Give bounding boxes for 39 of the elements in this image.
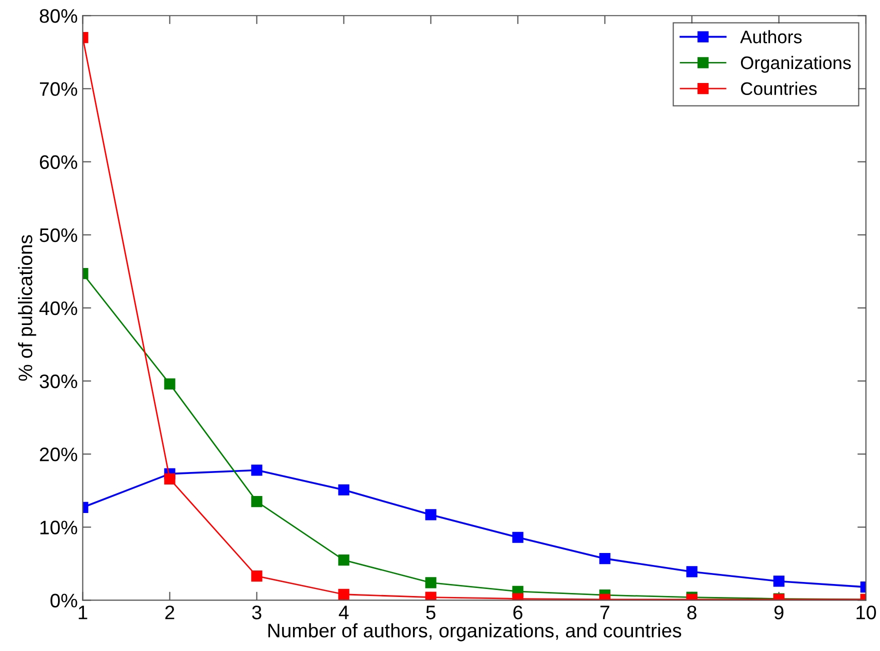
y-tick-label: 60% [40, 155, 78, 170]
point [599, 553, 610, 564]
y-tick-label: 30% [40, 374, 78, 388]
y-tick-label: 0% [50, 594, 78, 608]
x-tick-label: 7 [600, 606, 610, 620]
legend-label: Authors [740, 30, 802, 44]
y-tick-label: 10% [40, 520, 78, 534]
point [686, 566, 698, 578]
point [425, 592, 436, 600]
y-tick-label: 40% [39, 301, 78, 316]
x-tick-label: 5 [426, 606, 436, 620]
y-tick-label: 50% [40, 228, 78, 242]
x-tick-label: 6 [513, 606, 522, 620]
x-tick-label: 8 [687, 606, 696, 620]
point [164, 473, 176, 484]
x-axis-title: Number of authors, organizations, and countries [268, 623, 682, 642]
point [512, 532, 524, 543]
point [773, 576, 784, 587]
y-tick-label: 70% [40, 82, 78, 96]
point [164, 378, 176, 390]
point [338, 484, 350, 496]
x-tick-label: 4 [338, 606, 349, 620]
point [251, 570, 262, 582]
x-tick-label: 10 [856, 606, 876, 620]
point [338, 554, 350, 566]
point [338, 588, 350, 600]
point [251, 496, 262, 508]
legend-label: Countries [741, 82, 817, 96]
x-tick-label: 9 [774, 606, 784, 620]
legend-label: Organizations [740, 56, 851, 73]
y-axis-title: % of publications [18, 235, 36, 381]
x-tick-label: 3 [252, 606, 262, 620]
point [425, 577, 436, 588]
y-tick-label: 80% [40, 9, 78, 23]
x-tick-label: 1 [78, 606, 88, 620]
point [251, 464, 262, 476]
x-tick-label: 2 [165, 606, 174, 620]
point [425, 509, 436, 520]
y-tick-label: 20% [40, 448, 78, 462]
